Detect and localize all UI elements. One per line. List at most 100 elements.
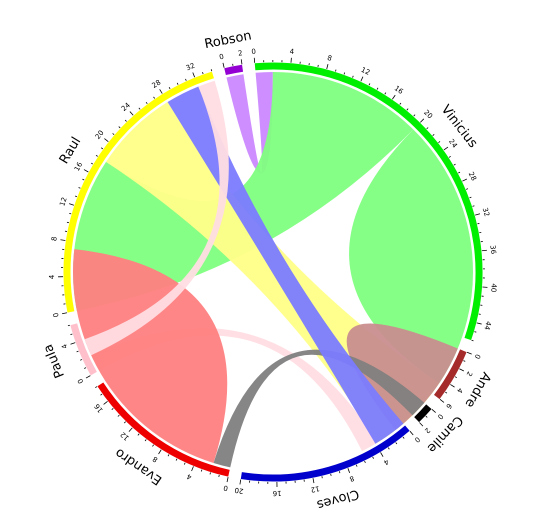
tick-mark (355, 464, 358, 467)
tick-mark (438, 141, 441, 143)
tick-mark (124, 119, 127, 122)
tick-mark (338, 471, 341, 474)
tick-mark (312, 478, 315, 484)
tick-mark (450, 384, 455, 388)
tick-mark (69, 212, 72, 215)
tick-label: 12 (310, 484, 320, 494)
tick-mark (432, 134, 435, 136)
tick-label: 0 (251, 48, 256, 56)
tick-mark (465, 188, 469, 190)
tick-label: 16 (272, 489, 282, 497)
tick-mark (431, 409, 436, 413)
tick-mark (343, 72, 346, 75)
tick-mark (85, 375, 91, 379)
tick-mark (443, 146, 449, 151)
tick-mark (137, 433, 140, 436)
tick-label: 0 (436, 412, 445, 421)
sector-label-evandro: Evandro (113, 445, 165, 488)
tick-label: 4 (48, 274, 56, 279)
tick-mark (239, 479, 242, 485)
tick-mark (426, 127, 429, 130)
tick-label: 32 (481, 207, 491, 218)
sector-arc-evandro (97, 382, 230, 477)
tick-label: 24 (447, 138, 459, 150)
tick-label: 16 (73, 160, 85, 172)
chord-link-vinicius-vinicius (349, 129, 473, 384)
tick-label: 8 (50, 236, 59, 242)
sector-label-raul: Raul (57, 135, 85, 167)
sector-label-andre: Andre (461, 369, 493, 410)
tick-mark (364, 460, 366, 463)
tick-mark (448, 156, 451, 158)
tick-mark (472, 205, 475, 207)
tick-mark (144, 439, 147, 442)
tick-mark (183, 462, 186, 465)
chord-ticks: 0 481216202428323640440246020481216200481… (48, 48, 498, 497)
tick-label: 36 (488, 245, 497, 255)
tick-mark (128, 427, 133, 432)
tick-mark (413, 114, 416, 117)
tick-mark (335, 69, 337, 72)
tick-mark (67, 324, 70, 327)
tick-mark (218, 474, 220, 478)
tick-label: 12 (58, 196, 68, 207)
tick-mark (95, 154, 98, 157)
tick-mark (471, 339, 474, 342)
tick-label: 32 (185, 62, 196, 73)
tick-label: 2 (465, 370, 474, 378)
tick-mark (469, 196, 472, 199)
tick-mark (168, 87, 171, 90)
tick-mark (104, 138, 109, 142)
tick-label: 20 (234, 486, 244, 495)
tick-mark (210, 69, 213, 72)
tick-label: 0 (473, 353, 482, 360)
tick-label: 4 (289, 48, 295, 56)
sector-arc-andre (433, 349, 467, 400)
tick-mark (462, 178, 468, 182)
tick-mark (458, 171, 461, 174)
tick-mark (123, 421, 126, 424)
tick-mark (425, 415, 428, 418)
tick-mark (175, 458, 178, 461)
tick-mark (200, 469, 203, 472)
tick-mark (70, 333, 73, 335)
tick-mark (100, 393, 103, 396)
tick-mark (481, 249, 487, 252)
tick-mark (76, 350, 79, 353)
tick-label: 20 (94, 129, 106, 141)
chord-link-camile-evandro (213, 349, 425, 468)
tick-mark (129, 111, 134, 116)
tick-mark (240, 59, 243, 65)
tick-mark (82, 178, 85, 181)
tick-mark (330, 473, 332, 476)
tick-mark (95, 386, 98, 388)
chord-sectors (63, 62, 483, 482)
tick-mark (191, 466, 194, 472)
tick-label: 0 (52, 312, 61, 318)
tick-mark (419, 422, 424, 427)
tick-label: 28 (151, 78, 163, 90)
tick-mark (372, 456, 374, 459)
tick-mark (111, 408, 114, 410)
tick-label: 4 (185, 472, 193, 481)
tick-mark (112, 133, 115, 135)
tick-label: 6 (444, 402, 453, 411)
tick-mark (368, 83, 371, 86)
tick-label: 8 (326, 54, 332, 63)
sector-arc-camile (414, 404, 432, 423)
tick-mark (192, 72, 196, 78)
tick-mark (380, 452, 384, 457)
tick-mark (387, 447, 390, 450)
tick-label: 0 (76, 377, 85, 385)
sector-arc-cloves (240, 425, 410, 482)
tick-mark (62, 312, 68, 315)
tick-label: 2 (423, 426, 432, 435)
tick-mark (326, 64, 329, 70)
tick-mark (402, 436, 405, 439)
tick-mark (138, 107, 141, 110)
tick-label: 8 (348, 474, 355, 483)
tick-mark (202, 71, 204, 75)
tick-mark (376, 87, 379, 90)
tick-label: 16 (393, 84, 405, 96)
